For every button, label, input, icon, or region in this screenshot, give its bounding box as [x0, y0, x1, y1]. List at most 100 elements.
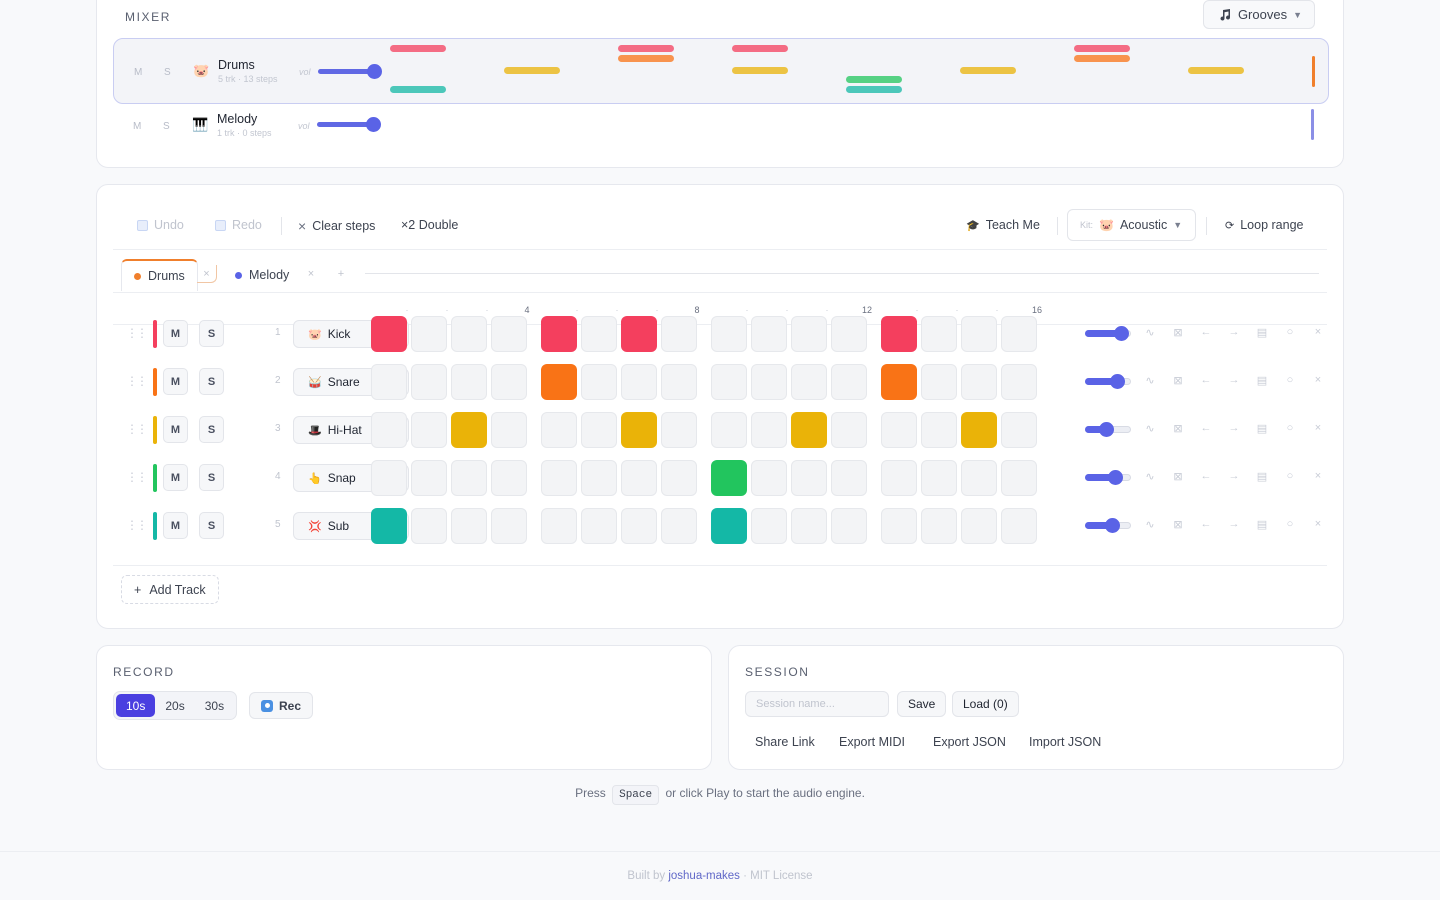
shift-left-icon[interactable]: ← [1200, 518, 1212, 530]
step-cell[interactable] [921, 460, 957, 496]
mixer-solo-button[interactable]: S [164, 67, 171, 78]
step-cell[interactable] [751, 412, 787, 448]
step-cell[interactable] [1001, 508, 1037, 544]
step-cell-on[interactable] [541, 364, 577, 400]
slider-knob[interactable] [1105, 518, 1120, 533]
step-cell-on[interactable] [961, 412, 997, 448]
solo-button[interactable]: S [199, 320, 224, 347]
step-cell-on[interactable] [711, 460, 747, 496]
shift-left-icon[interactable]: ← [1200, 470, 1212, 482]
step-cell-on[interactable] [881, 316, 917, 352]
add-tab-icon[interactable]: + [337, 268, 345, 280]
step-cell[interactable] [791, 508, 827, 544]
waveform-icon[interactable]: ∿ [1145, 327, 1155, 339]
session-name-input[interactable] [745, 691, 889, 717]
step-cell[interactable] [661, 508, 697, 544]
step-cell[interactable] [581, 316, 617, 352]
shift-right-icon[interactable]: → [1228, 470, 1240, 482]
step-cell[interactable] [491, 316, 527, 352]
step-cell[interactable] [1001, 412, 1037, 448]
slider-knob[interactable] [1114, 326, 1129, 341]
step-cell-on[interactable] [451, 412, 487, 448]
step-cell[interactable] [491, 364, 527, 400]
randomize-icon[interactable]: ⊠ [1173, 375, 1183, 387]
step-cell[interactable] [371, 460, 407, 496]
step-cell[interactable] [621, 364, 657, 400]
tab-melody[interactable]: Melody [235, 259, 289, 291]
step-cell[interactable] [751, 508, 787, 544]
step-cell[interactable] [451, 316, 487, 352]
rec-button[interactable]: Rec [249, 692, 314, 719]
step-cell[interactable] [751, 316, 787, 352]
waveform-icon[interactable]: ∿ [1145, 471, 1155, 483]
step-cell[interactable] [881, 508, 917, 544]
redo-button[interactable]: Redo [215, 218, 262, 232]
drag-handle-icon[interactable]: ⋮⋮ [126, 374, 148, 388]
step-cell[interactable] [961, 460, 997, 496]
step-cell[interactable] [581, 412, 617, 448]
randomize-icon[interactable]: ⊠ [1173, 327, 1183, 339]
step-cell[interactable] [581, 364, 617, 400]
step-cell[interactable] [831, 412, 867, 448]
close-tab-icon[interactable]: × [307, 268, 315, 280]
waveform-icon[interactable]: ∿ [1145, 423, 1155, 435]
shift-left-icon[interactable]: ← [1200, 374, 1212, 386]
step-cell[interactable] [541, 508, 577, 544]
step-cell-on[interactable] [371, 316, 407, 352]
step-cell[interactable] [621, 460, 657, 496]
copy-icon[interactable]: ▤ [1256, 327, 1268, 339]
solo-button[interactable]: S [199, 464, 224, 491]
step-cell[interactable] [881, 460, 917, 496]
drag-handle-icon[interactable]: ⋮⋮ [126, 518, 148, 532]
step-cell[interactable] [371, 412, 407, 448]
tab-drums[interactable]: Drums [121, 259, 198, 291]
shift-right-icon[interactable]: → [1228, 518, 1240, 530]
mute-button[interactable]: M [163, 512, 188, 539]
mixer-mute-button[interactable]: M [133, 121, 142, 132]
step-cell[interactable] [1001, 460, 1037, 496]
step-cell[interactable] [921, 316, 957, 352]
step-cell[interactable] [541, 412, 577, 448]
delete-icon[interactable]: × [1314, 374, 1322, 386]
reset-icon[interactable]: ○ [1286, 470, 1294, 482]
mixer-row-melody[interactable]: M S 🎹 Melody 1 trk · 0 steps vol [113, 95, 1329, 157]
track-volume-slider[interactable] [1085, 326, 1131, 341]
copy-icon[interactable]: ▤ [1256, 519, 1268, 531]
mute-button[interactable]: M [163, 416, 188, 443]
duration-20s[interactable]: 20s [165, 698, 185, 713]
step-cell[interactable] [661, 460, 697, 496]
mixer-solo-button[interactable]: S [163, 121, 170, 132]
step-cell[interactable] [711, 316, 747, 352]
step-cell[interactable] [831, 460, 867, 496]
step-cell[interactable] [791, 316, 827, 352]
step-cell[interactable] [581, 508, 617, 544]
step-cell-on[interactable] [881, 364, 917, 400]
step-cell-on[interactable] [621, 316, 657, 352]
step-cell[interactable] [751, 460, 787, 496]
mixer-volume-slider[interactable] [317, 117, 381, 132]
step-cell[interactable] [961, 508, 997, 544]
close-tab-icon[interactable]: × [197, 265, 217, 283]
step-cell-on[interactable] [371, 508, 407, 544]
copy-icon[interactable]: ▤ [1256, 471, 1268, 483]
slider-knob[interactable] [367, 64, 382, 79]
mute-button[interactable]: M [163, 464, 188, 491]
grooves-button[interactable]: Grooves ▼ [1202, 0, 1315, 29]
step-cell[interactable] [541, 460, 577, 496]
step-cell[interactable] [581, 460, 617, 496]
reset-icon[interactable]: ○ [1286, 374, 1294, 386]
step-cell[interactable] [961, 364, 997, 400]
step-cell[interactable] [751, 364, 787, 400]
shift-left-icon[interactable]: ← [1200, 422, 1212, 434]
step-cell[interactable] [411, 508, 447, 544]
step-cell[interactable] [451, 364, 487, 400]
randomize-icon[interactable]: ⊠ [1173, 471, 1183, 483]
step-cell[interactable] [831, 508, 867, 544]
solo-button[interactable]: S [199, 416, 224, 443]
undo-button[interactable]: Undo [137, 218, 184, 232]
solo-button[interactable]: S [199, 368, 224, 395]
step-cell[interactable] [961, 316, 997, 352]
copy-icon[interactable]: ▤ [1256, 375, 1268, 387]
mute-button[interactable]: M [163, 320, 188, 347]
duration-10s[interactable]: 10s [116, 694, 156, 717]
